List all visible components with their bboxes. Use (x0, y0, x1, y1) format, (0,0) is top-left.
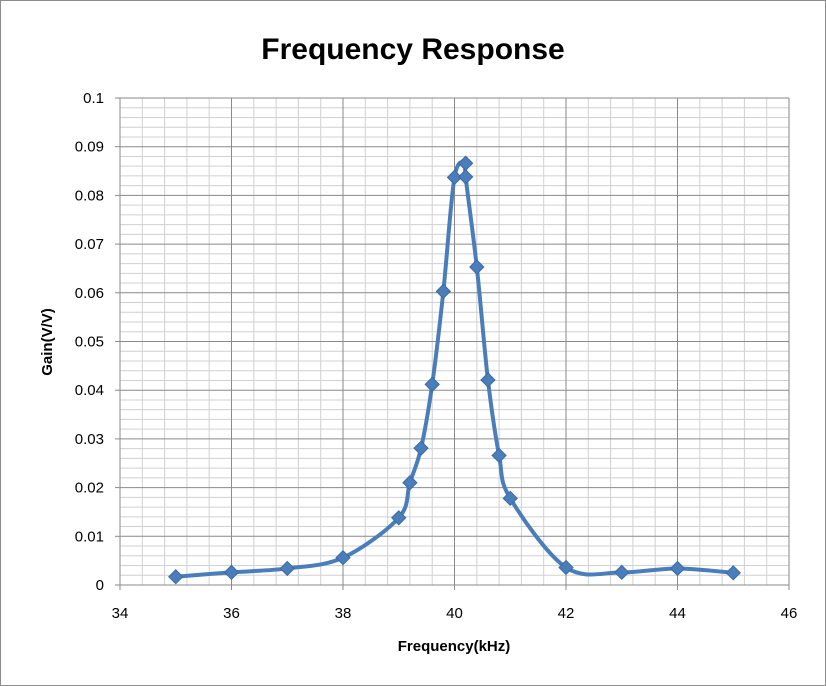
x-tick-label: 34 (112, 605, 129, 622)
data-point-marker (168, 569, 184, 585)
x-tick-label: 46 (781, 605, 798, 622)
data-point-marker (435, 283, 452, 300)
y-tick-label: 0.09 (75, 139, 104, 156)
y-tick-label: 0.08 (75, 187, 104, 204)
data-point-marker (279, 560, 295, 577)
y-tick-label: 0.05 (75, 334, 104, 351)
x-tick-label: 36 (223, 605, 240, 622)
data-point-marker (457, 155, 474, 171)
data-point-marker (413, 440, 429, 456)
data-point-marker (223, 564, 240, 581)
y-tick-label: 0.04 (75, 382, 104, 399)
data-point-marker (457, 169, 474, 185)
data-point-marker (424, 376, 440, 393)
y-axis-label: Gain(V/V) (39, 308, 56, 376)
x-tick-label: 40 (446, 605, 463, 622)
series-layer (168, 155, 741, 585)
data-point-marker (502, 490, 518, 507)
x-tick-label: 42 (558, 605, 575, 622)
x-tick-label: 38 (335, 605, 352, 622)
data-point-marker (446, 169, 463, 186)
tick-labels: 34 36 38 40 42 44 46 0 0.01 0.02 0.03 0.04 0.05 0.06 0… (75, 90, 798, 622)
y-tick-label: 0.07 (75, 236, 104, 253)
axes (115, 97, 790, 590)
data-point-marker (402, 475, 418, 491)
y-tick-label: 0 (96, 577, 104, 594)
major-gridlines (119, 97, 790, 586)
data-point-marker (469, 259, 485, 275)
y-tick-label: 0.06 (75, 285, 104, 302)
data-point-marker (558, 559, 574, 576)
data-point-marker (335, 550, 351, 566)
data-point-marker (725, 565, 741, 581)
data-point-marker (669, 560, 686, 577)
y-tick-label: 0.03 (75, 431, 104, 448)
data-point-marker (391, 510, 407, 526)
data-point-marker (480, 372, 496, 388)
data-point-marker (491, 447, 507, 464)
y-tick-label: 0.1 (83, 90, 104, 107)
data-point-marker (614, 564, 630, 581)
y-tick-label: 0.02 (75, 480, 104, 497)
y-tick-label: 0.01 (75, 528, 104, 545)
chart-title: Frequency Response (261, 33, 564, 66)
x-tick-label: 44 (669, 605, 686, 622)
x-axis-label: Frequency(kHz) (398, 638, 511, 655)
